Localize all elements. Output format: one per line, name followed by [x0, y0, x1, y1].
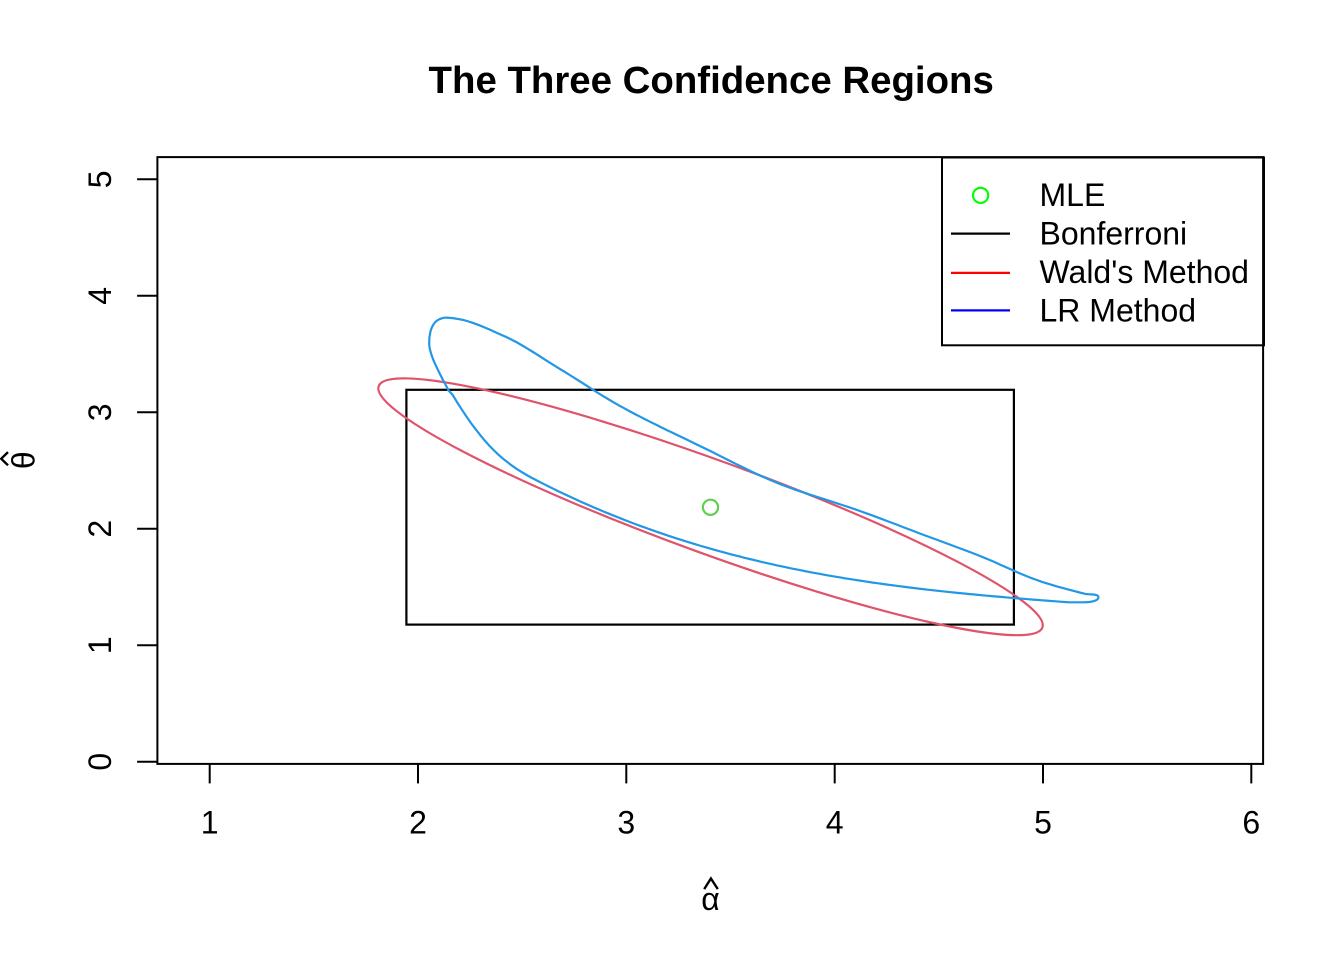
svg-text:Wald's Method: Wald's Method — [1040, 254, 1249, 290]
svg-text:4: 4 — [826, 804, 844, 840]
svg-text:3: 3 — [617, 804, 635, 840]
svg-text:θ: θ — [5, 451, 41, 469]
svg-text:3: 3 — [82, 403, 118, 421]
svg-text:LR Method: LR Method — [1040, 292, 1197, 328]
svg-text:MLE: MLE — [1040, 177, 1106, 213]
svg-text:6: 6 — [1242, 804, 1260, 840]
svg-text:Bonferroni: Bonferroni — [1040, 215, 1188, 251]
svg-text:The Three Confidence Regions: The Three Confidence Regions — [429, 59, 994, 102]
svg-text:4: 4 — [82, 287, 118, 305]
svg-text:5: 5 — [1034, 804, 1052, 840]
svg-text:5: 5 — [82, 170, 118, 188]
svg-text:0: 0 — [82, 753, 118, 771]
svg-text:α: α — [701, 881, 720, 917]
svg-text:1: 1 — [82, 636, 118, 654]
svg-text:2: 2 — [409, 804, 427, 840]
svg-text:1: 1 — [201, 804, 219, 840]
svg-text:2: 2 — [82, 520, 118, 538]
